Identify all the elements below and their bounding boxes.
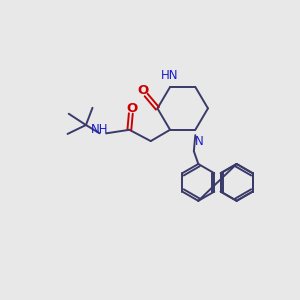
- Text: HN: HN: [161, 69, 179, 82]
- Text: NH: NH: [91, 123, 108, 136]
- Text: O: O: [127, 102, 138, 115]
- Text: O: O: [137, 84, 149, 97]
- Text: N: N: [194, 135, 203, 148]
